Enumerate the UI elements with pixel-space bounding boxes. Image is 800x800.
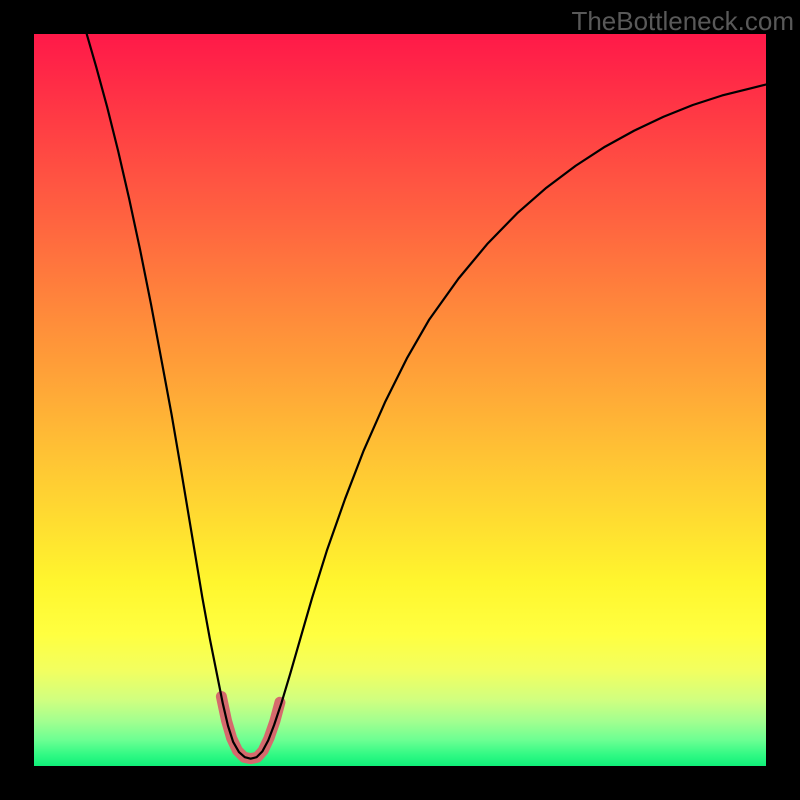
- gradient-background: [34, 34, 766, 766]
- plot-svg: [34, 34, 766, 766]
- chart-frame: TheBottleneck.com: [0, 0, 800, 800]
- watermark-text: TheBottleneck.com: [571, 6, 794, 37]
- plot-area: [34, 34, 766, 766]
